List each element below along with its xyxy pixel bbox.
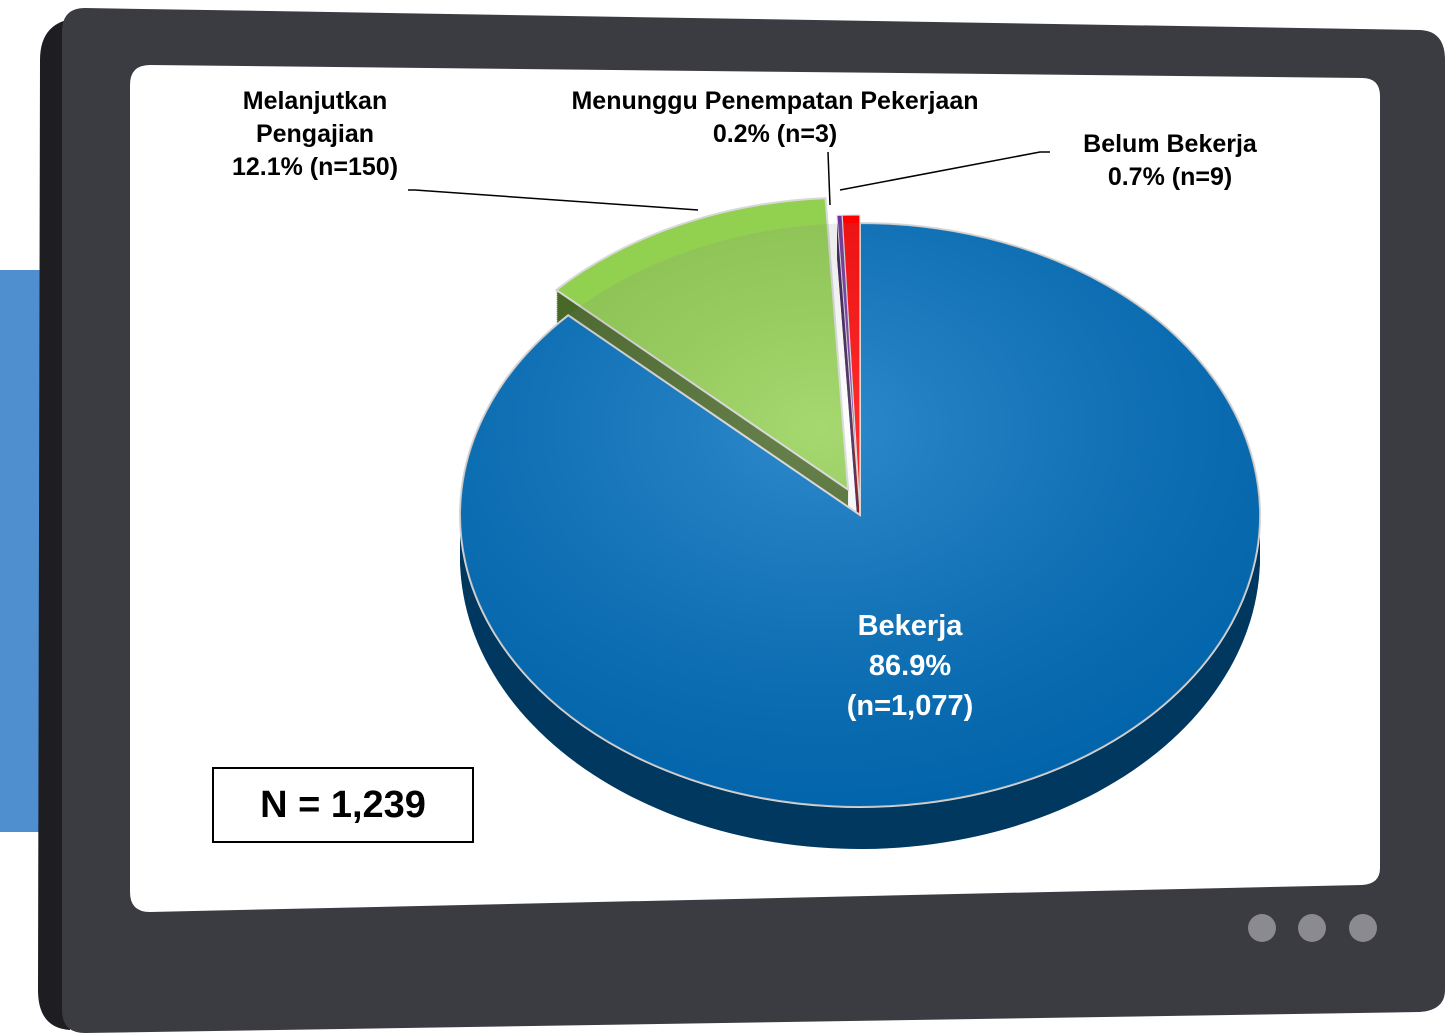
count-label: (n=150) [310, 153, 398, 181]
slice-label: Belum Bekerja 0.7% (n=9) [1050, 128, 1290, 194]
category-label: Belum Bekerja [1050, 128, 1290, 161]
count-label: (n=1,077) [780, 686, 1040, 726]
count-label: (n=3) [777, 120, 837, 148]
value-label: 0.2% [713, 120, 770, 148]
category-label: Menunggu Penempatan Pekerjaan [510, 85, 1040, 118]
slice-label: Menunggu Penempatan Pekerjaan 0.2% (n=3) [510, 85, 1040, 151]
button [1298, 914, 1326, 942]
slice-label: Melanjutkan Pengajian 12.1% (n=150) [200, 85, 430, 184]
slice-label: Bekerja 86.9% (n=1,077) [780, 606, 1040, 726]
value-label: 12.1% [232, 153, 303, 181]
count-label: (n=9) [1172, 163, 1232, 191]
value-label: 0.7% [1108, 163, 1165, 191]
category-label: Melanjutkan Pengajian [200, 85, 430, 151]
total-label: N = 1,239 [212, 767, 474, 843]
category-label: Bekerja [780, 606, 1040, 646]
value-label: 86.9% [780, 646, 1040, 686]
button [1248, 914, 1276, 942]
button [1349, 914, 1377, 942]
page: Bekerja 86.9% (n=1,077) Melanjutkan Peng… [0, 0, 1447, 1035]
